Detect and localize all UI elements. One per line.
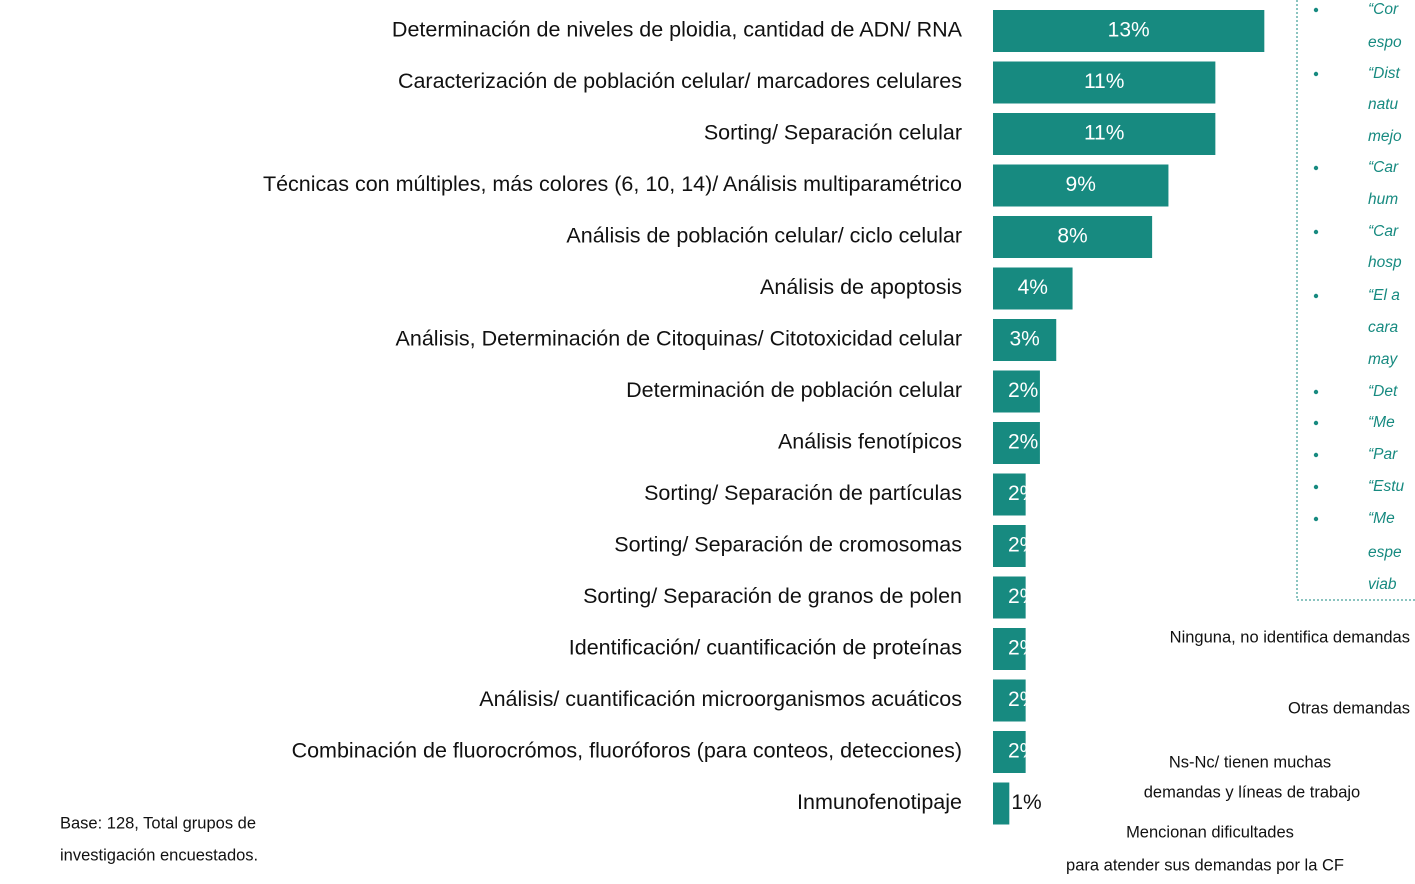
note: Base: 128, Total grupos de bbox=[60, 814, 256, 832]
value-label: 2% bbox=[1008, 379, 1038, 402]
bar bbox=[993, 679, 1026, 722]
category-label: Identificación/ cuantificación de proteí… bbox=[569, 636, 962, 660]
category-label: Análisis, Determinación de Citoquinas/ C… bbox=[396, 327, 962, 351]
bullet bbox=[1313, 452, 1319, 458]
quote: mejo bbox=[1368, 128, 1402, 145]
bar bbox=[993, 370, 1040, 413]
quote: hum bbox=[1368, 191, 1398, 208]
quote: espe bbox=[1368, 544, 1402, 561]
bar bbox=[993, 525, 1026, 567]
value-label: 2% bbox=[1008, 688, 1038, 711]
quote: “Cor bbox=[1368, 1, 1399, 18]
bar bbox=[993, 113, 1216, 155]
quote: hosp bbox=[1368, 254, 1402, 271]
quote: “Me bbox=[1368, 510, 1395, 527]
quote: “Par bbox=[1368, 446, 1398, 463]
quote: natu bbox=[1368, 96, 1399, 113]
category-label: Inmunofenotipaje bbox=[797, 790, 962, 814]
bar bbox=[993, 782, 1010, 825]
value-label: 2% bbox=[1008, 431, 1038, 454]
value-label: 3% bbox=[1009, 328, 1039, 351]
bullet bbox=[1313, 484, 1319, 490]
bar bbox=[993, 61, 1216, 104]
side-label: Otras demandas bbox=[1288, 699, 1410, 717]
quote: viab bbox=[1368, 576, 1397, 593]
bullet bbox=[1313, 7, 1319, 13]
category-label: Combinación de fluorocrómos, fluoróforos… bbox=[292, 739, 962, 763]
category-label: Sorting/ Separación de granos de polen bbox=[583, 584, 962, 608]
bullet bbox=[1313, 389, 1319, 395]
quote: “Car bbox=[1368, 159, 1399, 176]
category-label: Sorting/ Separación de partículas bbox=[644, 481, 962, 505]
category-label: Determinación de niveles de ploidia, can… bbox=[392, 18, 963, 42]
quote: “Car bbox=[1368, 223, 1399, 240]
quote: “Estu bbox=[1368, 478, 1405, 495]
value-label: 1% bbox=[1011, 791, 1041, 814]
side-label: para atender sus demandas por la CF bbox=[1066, 856, 1344, 874]
value-label: 9% bbox=[1066, 173, 1096, 196]
value-label: 2% bbox=[1008, 534, 1038, 557]
quote: “Dist bbox=[1368, 65, 1401, 82]
quote: “Det bbox=[1368, 383, 1398, 400]
side-label: Ns-Nc/ tienen muchas bbox=[1169, 753, 1331, 771]
bullet bbox=[1313, 516, 1319, 522]
value-label: 2% bbox=[1008, 740, 1038, 763]
bar bbox=[993, 319, 1057, 361]
bar bbox=[993, 216, 1153, 258]
category-label: Sorting/ Separación de cromosomas bbox=[614, 533, 962, 557]
bar bbox=[993, 731, 1026, 773]
bullet bbox=[1313, 293, 1319, 299]
category-label: Análisis de apoptosis bbox=[760, 275, 962, 299]
bar bbox=[993, 422, 1040, 464]
side-label: demandas y líneas de trabajo bbox=[1144, 783, 1360, 801]
value-label: 2% bbox=[1008, 482, 1038, 505]
category-label: Análisis fenotípicos bbox=[778, 430, 962, 454]
bar bbox=[993, 267, 1073, 310]
category-label: Caracterización de población celular/ ma… bbox=[398, 69, 962, 93]
bar bbox=[993, 576, 1026, 619]
quote: cara bbox=[1368, 319, 1399, 336]
bullet bbox=[1313, 229, 1319, 235]
quote: “El a bbox=[1368, 287, 1400, 304]
bar bbox=[993, 473, 1026, 516]
value-label: 11% bbox=[1084, 122, 1124, 145]
bar bbox=[993, 10, 1265, 52]
value-label: 2% bbox=[1008, 585, 1038, 608]
side-label: Ninguna, no identifica demandas bbox=[1170, 628, 1410, 646]
value-label: 2% bbox=[1008, 637, 1038, 660]
bar bbox=[993, 164, 1169, 207]
category-label: Determinación de población celular bbox=[626, 378, 962, 402]
bullet bbox=[1313, 165, 1319, 171]
bar bbox=[993, 628, 1026, 670]
bullet bbox=[1313, 420, 1319, 426]
value-label: 13% bbox=[1108, 19, 1150, 42]
bullet bbox=[1313, 71, 1319, 77]
category-label: Sorting/ Separación celular bbox=[704, 121, 962, 145]
quote: espo bbox=[1368, 34, 1402, 51]
note: investigación encuestados. bbox=[60, 846, 258, 864]
quote: may bbox=[1368, 351, 1399, 368]
quote: “Me bbox=[1368, 414, 1395, 431]
value-label: 8% bbox=[1057, 225, 1087, 248]
category-label: Análisis/ cuantificación microorganismos… bbox=[479, 687, 962, 711]
category-label: Análisis de población celular/ ciclo cel… bbox=[566, 224, 962, 248]
side-label: Mencionan dificultades bbox=[1126, 823, 1294, 841]
value-label: 11% bbox=[1084, 70, 1124, 93]
value-label: 4% bbox=[1018, 276, 1048, 299]
category-label: Técnicas con múltiples, más colores (6, … bbox=[263, 172, 962, 196]
